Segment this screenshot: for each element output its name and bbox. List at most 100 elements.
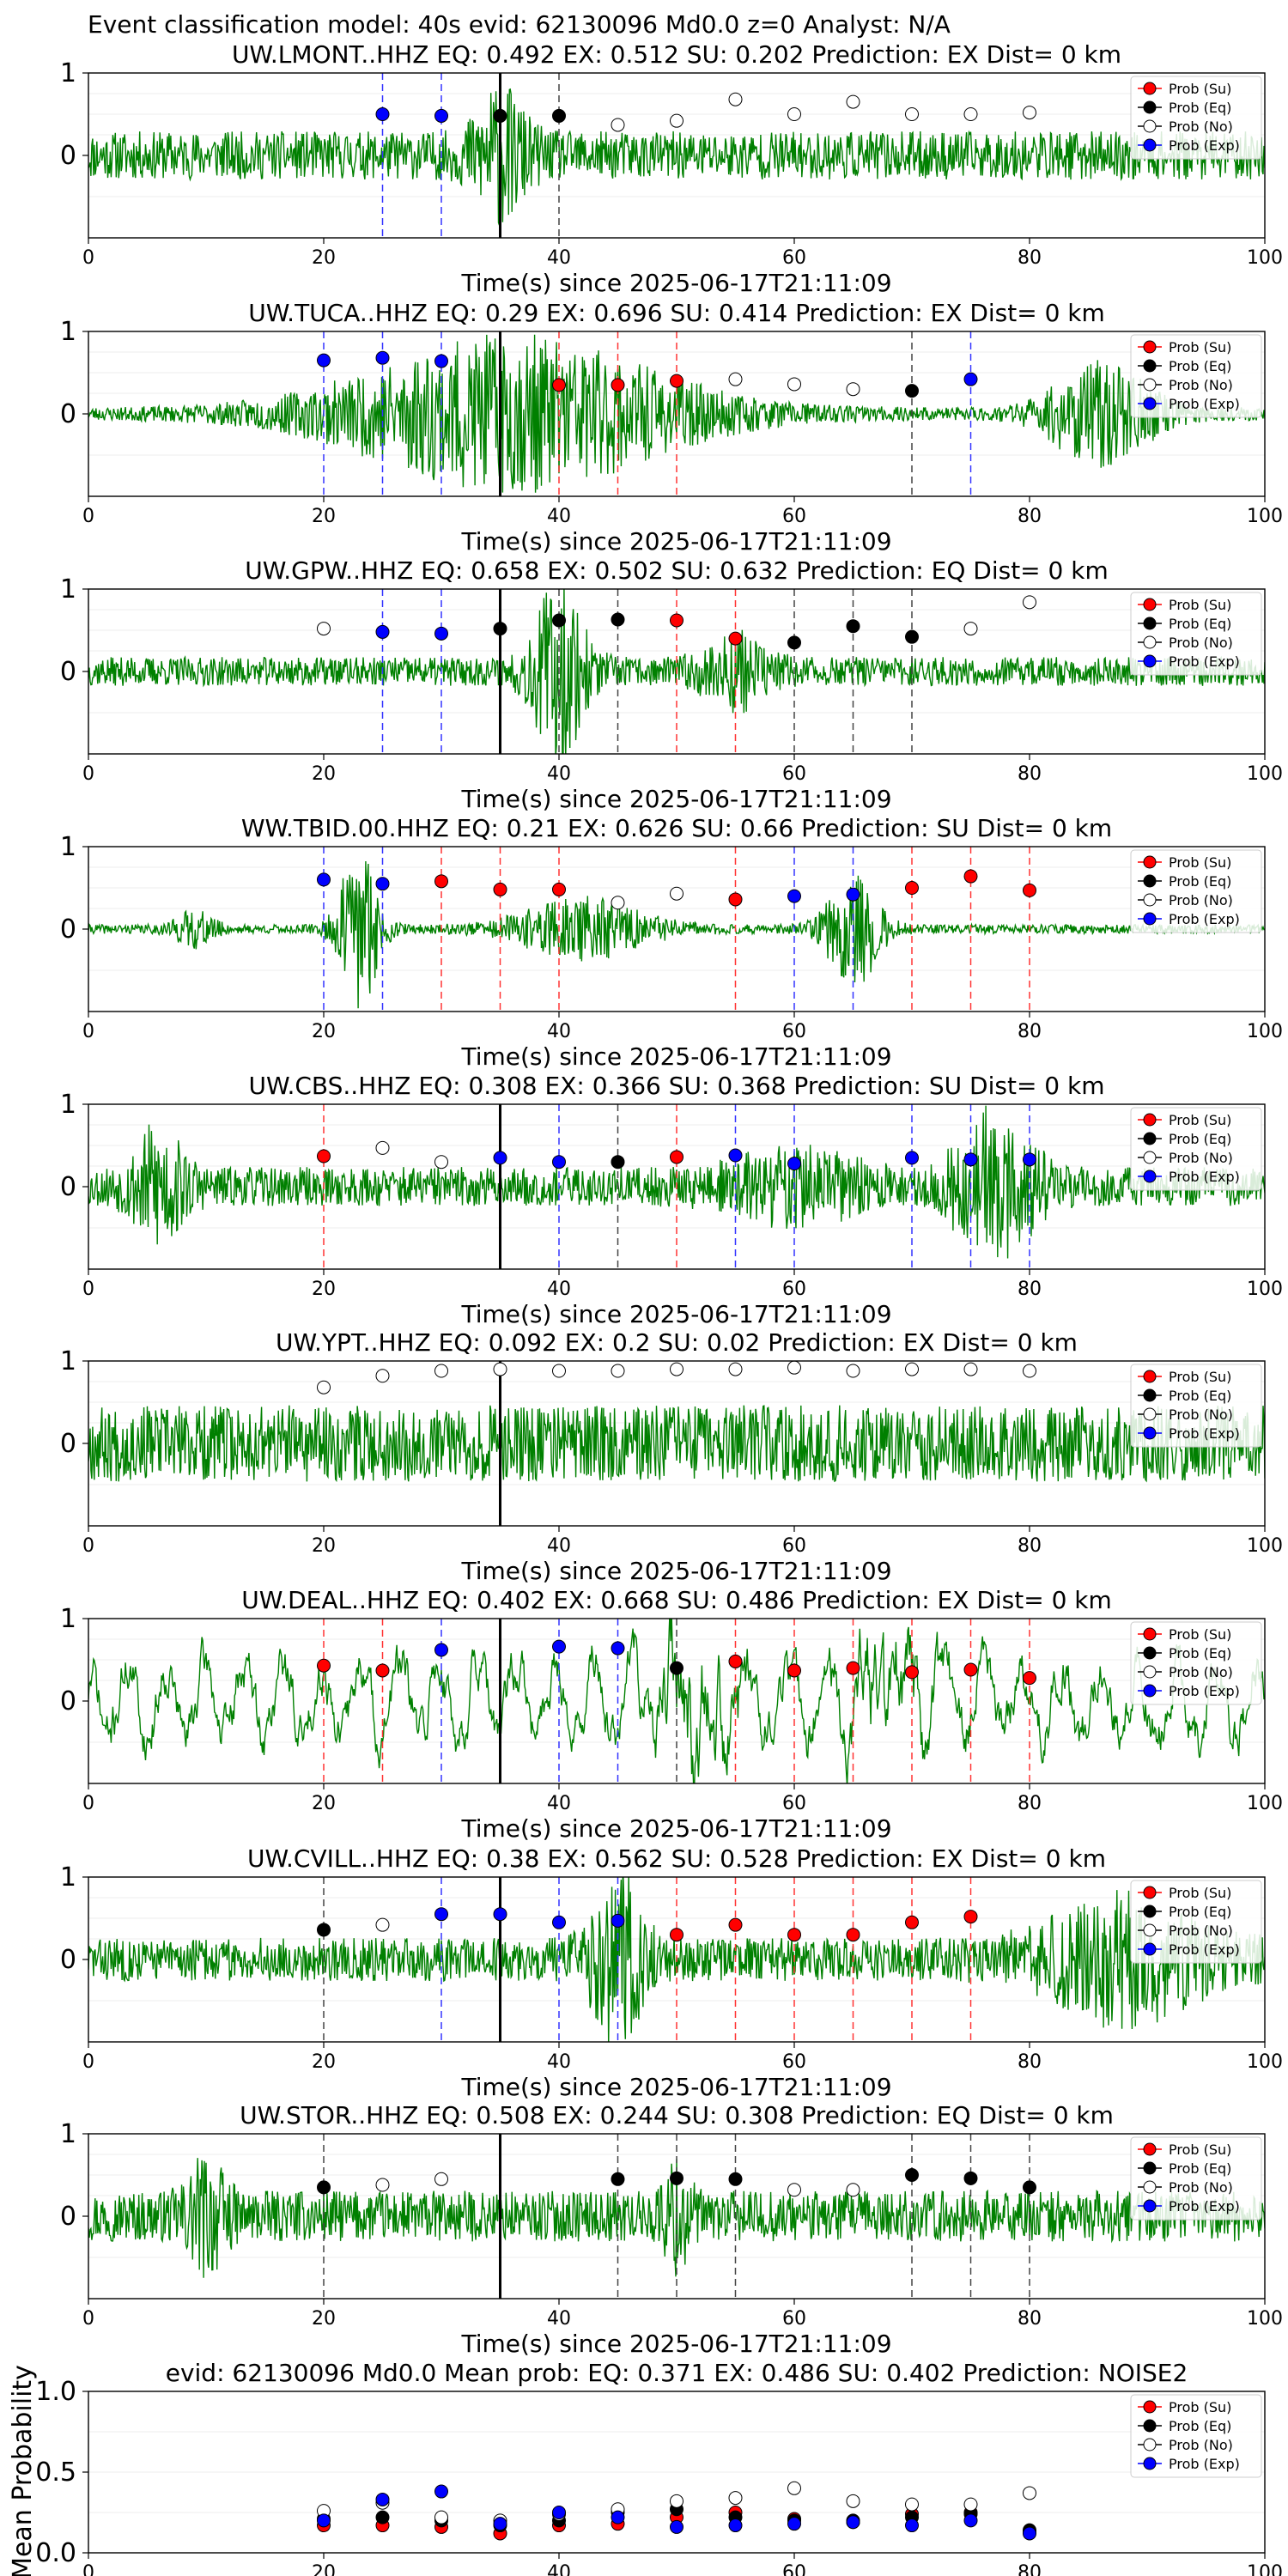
y-tick-label: 1 (60, 2119, 76, 2149)
legend-label-eq: Prob (Eq) (1169, 100, 1231, 116)
prob-marker-no (434, 1364, 448, 1378)
prob-marker-eq (552, 108, 566, 123)
prob-marker-no (787, 2183, 801, 2197)
prob-marker-exp (375, 877, 390, 891)
prob-marker-eq (611, 1155, 625, 1170)
legend-label-su: Prob (Su) (1169, 339, 1231, 355)
legend-marker-su (1143, 82, 1157, 95)
prob-marker-exp (728, 1148, 743, 1163)
prob-marker-eq (963, 2171, 978, 2185)
legend-marker-no (1143, 2180, 1157, 2194)
x-tick-label: 100 (1247, 506, 1283, 527)
y-tick-label: 1 (60, 574, 76, 605)
prob-marker-exp (787, 1157, 801, 1171)
panel-title: UW.DEAL..HHZ EQ: 0.402 EX: 0.668 SU: 0.4… (241, 1586, 1112, 1614)
x-tick-label: 60 (782, 1793, 806, 1814)
prob-marker-exp (375, 107, 390, 121)
x-tick-label: 80 (1018, 2562, 1042, 2576)
x-tick-label: 40 (547, 247, 571, 269)
legend-marker-no (1143, 1151, 1157, 1164)
legend-box (1130, 2394, 1262, 2478)
x-tick-label: 20 (312, 1793, 336, 1814)
prob-marker-su (728, 631, 743, 646)
mean-marker-no (670, 2494, 683, 2508)
y-tick-label: 0 (60, 1172, 76, 1202)
prob-marker-eq (905, 629, 919, 644)
x-tick-label: 80 (1018, 1535, 1042, 1557)
mean-marker-exp (963, 2513, 978, 2528)
x-axis-label: Time(s) since 2025-06-17T21:11:09 (460, 1300, 891, 1328)
prob-marker-exp (375, 350, 390, 365)
y-tick-label: 0.0 (35, 2538, 76, 2568)
legend-box (1130, 849, 1262, 933)
axes-frame (88, 1876, 1266, 2043)
prob-marker-exp (1023, 1152, 1036, 1167)
prob-marker-su (317, 1149, 331, 1163)
legend-marker-eq (1143, 359, 1157, 373)
prob-marker-no (434, 2172, 448, 2186)
prob-marker-eq (552, 613, 566, 628)
station-panel: 0 20 40 60 80 100 0 1 UW.STOR..HHZ EQ: 0.508 EX:… (60, 2101, 1283, 2358)
prob-marker-su (611, 378, 625, 392)
panel-title: WW.TBID.00.HHZ EQ: 0.21 EX: 0.626 SU: 0.… (241, 814, 1112, 842)
prob-marker-su (670, 1150, 683, 1164)
x-axis-label: Time(s) since 2025-06-17T21:11:09 (460, 269, 891, 297)
legend-marker-no (1143, 1923, 1157, 1937)
x-tick-label: 20 (312, 1021, 336, 1042)
prob-marker-no (1023, 106, 1036, 120)
y-tick-label: 0.5 (35, 2458, 76, 2488)
legend-marker-eq (1143, 874, 1157, 888)
legend-marker-no (1143, 635, 1157, 649)
prob-marker-exp (552, 1155, 566, 1170)
prob-marker-su (317, 1658, 331, 1673)
legend-marker-eq (1143, 1132, 1157, 1145)
prob-marker-su (905, 1915, 919, 1929)
legend-label-eq: Prob (Eq) (1169, 358, 1231, 374)
station-panel: 0 20 40 60 80 100 0 1 UW.CVILL..HHZ EQ: 0.38 EX:… (60, 1844, 1283, 2101)
legend-marker-exp (1143, 1684, 1157, 1698)
prob-marker-eq (1023, 2180, 1036, 2195)
x-tick-label: 100 (1247, 247, 1283, 269)
x-axis-label: Time(s) since 2025-06-17T21:11:09 (460, 1042, 891, 1071)
prob-marker-eq (905, 2168, 919, 2182)
prob-marker-eq (611, 2172, 625, 2186)
y-tick-label: 1 (60, 832, 76, 862)
panel-title: UW.STOR..HHZ EQ: 0.508 EX: 0.244 SU: 0.3… (240, 2101, 1114, 2129)
legend-label-no: Prob (No) (1169, 1664, 1233, 1680)
x-tick-label: 40 (547, 1793, 571, 1814)
mean-marker-no (1023, 2486, 1036, 2500)
legend-label-exp: Prob (Exp) (1169, 1425, 1240, 1442)
y-tick-label: 0 (60, 399, 76, 429)
x-axis-label: Time(s) since 2025-06-17T21:11:09 (460, 2330, 891, 2358)
legend-marker-su (1143, 2400, 1157, 2414)
legend-marker-eq (1143, 2161, 1157, 2175)
x-tick-label: 20 (312, 1535, 336, 1557)
mean-marker-no (905, 2497, 919, 2512)
prob-marker-su (375, 1663, 390, 1678)
station-panel: 0 20 40 60 80 100 0 1 UW.LMONT..HHZ EQ: 0.492 EX… (60, 40, 1283, 297)
legend-label-no: Prob (No) (1169, 1406, 1233, 1423)
legend-label-no: Prob (No) (1169, 118, 1233, 135)
prob-marker-exp (493, 1151, 507, 1165)
legend-marker-no (1143, 378, 1157, 392)
x-tick-label: 20 (312, 2308, 336, 2330)
x-tick-label: 60 (782, 1535, 806, 1557)
x-tick-label: 60 (782, 2051, 806, 2073)
x-tick-label: 40 (547, 1279, 571, 1300)
legend-marker-su (1143, 598, 1157, 611)
axes-frame (88, 1103, 1266, 1270)
legend-label-no: Prob (No) (1169, 1150, 1233, 1166)
legend-marker-no (1143, 119, 1157, 133)
legend-label-exp: Prob (Exp) (1169, 1683, 1240, 1699)
legend-box (1130, 592, 1262, 676)
prob-marker-eq (787, 635, 801, 650)
prob-marker-no (787, 107, 801, 121)
x-tick-label: 80 (1018, 1793, 1042, 1814)
y-tick-label: 1 (60, 1604, 76, 1634)
legend-label-su: Prob (Su) (1169, 1112, 1231, 1128)
legend-label-no: Prob (No) (1169, 1923, 1233, 1939)
panel-title: UW.TUCA..HHZ EQ: 0.29 EX: 0.696 SU: 0.41… (248, 299, 1105, 327)
mean-marker-exp (552, 2506, 566, 2519)
mean-marker-exp (1023, 2526, 1036, 2541)
legend-marker-eq (1143, 617, 1157, 630)
